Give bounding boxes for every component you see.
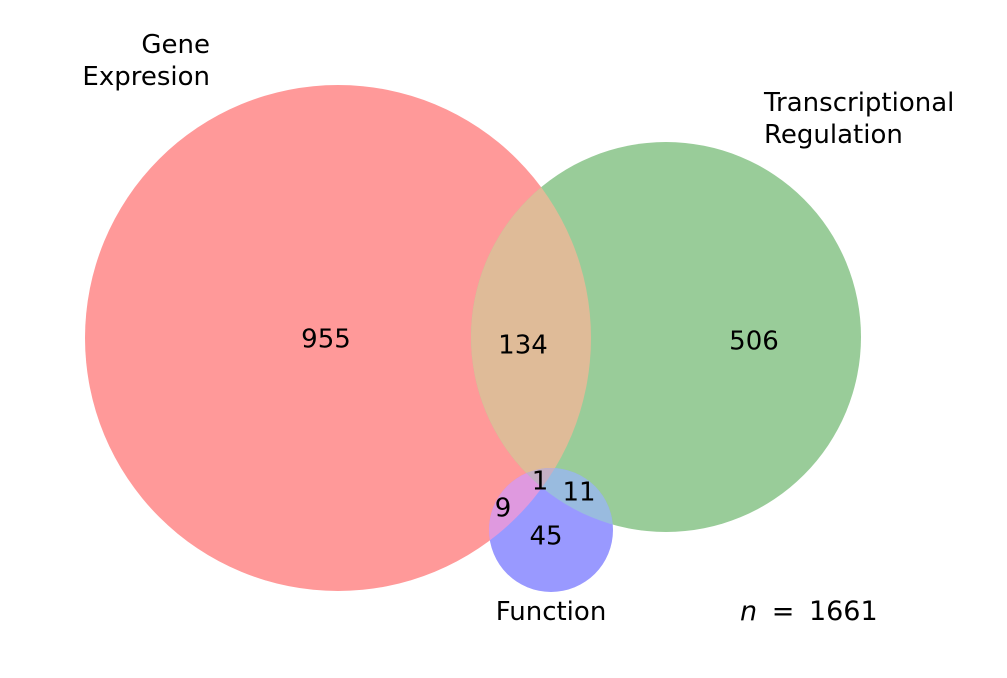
- region-count-gene-only: 955: [301, 325, 351, 355]
- total-equals: =: [772, 596, 795, 627]
- total-count-label: n = 1661: [740, 596, 878, 627]
- gene-expression-label-line2: Expresion: [82, 62, 210, 92]
- region-count-function-only: 45: [529, 522, 562, 552]
- region-count-gene-and-function: 9: [495, 494, 512, 524]
- gene-expression-label-line1: Gene: [141, 30, 210, 60]
- region-count-transcription-and-function: 11: [562, 478, 595, 508]
- region-count-transcription-only: 506: [729, 327, 779, 357]
- transcriptional-regulation-label-line2: Regulation: [764, 120, 903, 150]
- function-label: Function: [496, 597, 607, 627]
- region-count-gene-and-transcription: 134: [498, 331, 548, 361]
- total-symbol: n: [740, 596, 757, 627]
- region-count-all-three: 1: [532, 467, 549, 497]
- total-value: 1661: [809, 596, 878, 627]
- transcriptional-regulation-label-line1: Transcriptional: [763, 88, 954, 118]
- gene-expression-circle: [85, 85, 591, 591]
- gene-transcription-overlap: [471, 142, 591, 532]
